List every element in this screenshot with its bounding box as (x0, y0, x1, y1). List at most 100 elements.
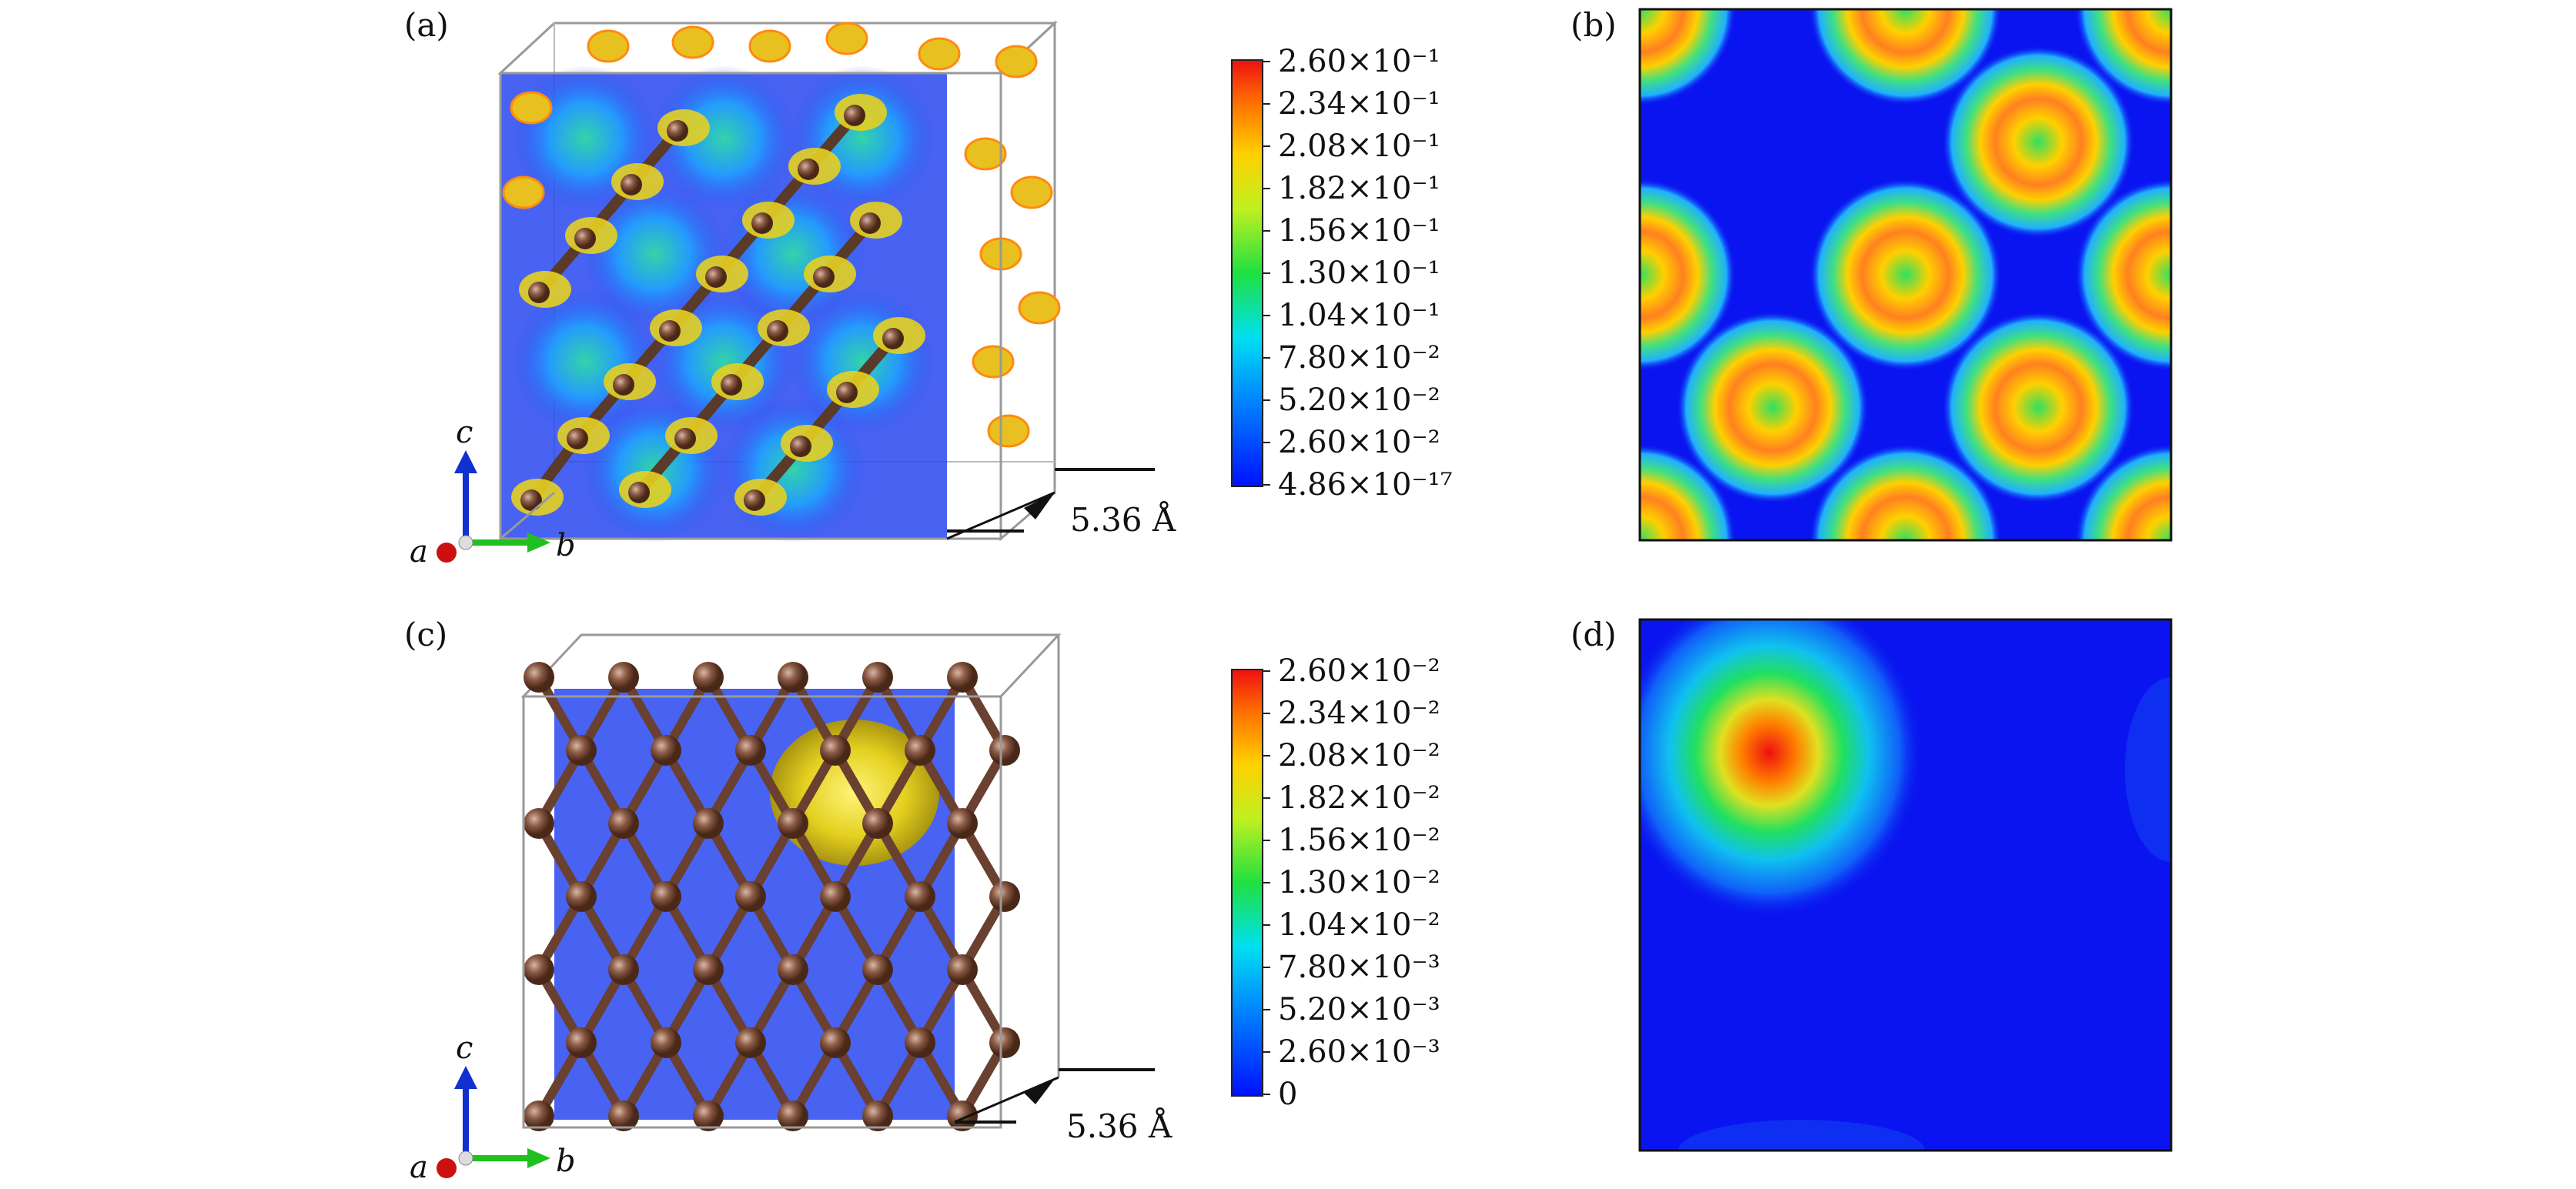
colorbar-bottom-tick-label: 2.08×10⁻² (1278, 738, 1440, 773)
isosurface-lobe (825, 22, 868, 55)
carbon-atom (608, 1100, 639, 1131)
carbon-atom (744, 489, 765, 511)
carbon-atom (836, 382, 858, 403)
panel-c-spin-density-3d: 5.36 Å c b a (410, 633, 1173, 1185)
carbon-atom (567, 428, 588, 449)
axis-b-label-c: b (556, 1144, 576, 1179)
axes-triad-c: c b a (410, 1030, 576, 1185)
carbon-atom (820, 1027, 851, 1058)
axis-b-label: b (556, 528, 576, 563)
carbon-atom (947, 954, 978, 985)
carbon-atom (778, 808, 808, 839)
density-maximum (1809, 179, 2002, 371)
carbon-atom (566, 1027, 597, 1058)
axis-c-label-c: c (456, 1030, 473, 1066)
colorbar-top-tick-label: 1.30×10⁻¹ (1278, 256, 1440, 291)
panel-label-a: (a) (404, 6, 449, 44)
colorbar-top: 2.60×10⁻¹ 2.34×10⁻¹ 2.08×10⁻¹ 1.82×10⁻¹ 1.56… (1231, 44, 1453, 503)
carbon-atom (862, 808, 893, 839)
density-maximum (2075, 179, 2171, 371)
colorbar-bottom-tick-label: 1.82×10⁻² (1278, 780, 1440, 816)
colorbar-top-tick-label: 1.04×10⁻¹ (1278, 298, 1440, 333)
slice-density-glow (581, 181, 728, 327)
density-maximum (2075, 9, 2171, 105)
carbon-atom (524, 954, 554, 985)
carbon-atom (628, 482, 650, 503)
carbon-atom (693, 1100, 724, 1131)
density-maximum (1640, 9, 1736, 105)
carbon-atom (613, 374, 634, 396)
colorbar-top-tick-label: 2.34×10⁻¹ (1278, 86, 1440, 122)
carbon-atom (862, 662, 893, 693)
axis-a-label-c: a (410, 1150, 428, 1185)
panel-d-map (1640, 620, 2171, 1151)
carbon-atom (735, 1027, 766, 1058)
colorbar-bottom-tick-label: 5.20×10⁻³ (1278, 992, 1440, 1027)
carbon-atom (608, 662, 639, 693)
isosurface-lobe (995, 45, 1038, 78)
colorbar-top-tick-label: 2.60×10⁻¹ (1278, 44, 1440, 79)
carbon-atom (667, 120, 688, 142)
colorbar-top-tick-label: 5.20×10⁻² (1278, 382, 1440, 418)
carbon-atom (790, 436, 811, 457)
isosurface-lobe (972, 345, 1015, 379)
isosurface-lobe (918, 37, 961, 71)
panel-label-c: (c) (404, 616, 448, 653)
density-maximum (1640, 179, 1736, 371)
carbon-atom (905, 735, 935, 766)
carbon-atom (905, 881, 935, 912)
density-maximum (1809, 9, 2002, 105)
axis-a-label: a (410, 534, 428, 569)
carbon-atom (705, 266, 727, 288)
density-maximum (1809, 444, 2002, 540)
scale-label-a: 5.36 Å (1070, 500, 1176, 539)
carbon-atom (659, 320, 681, 342)
colorbar-bottom-tick-label: 2.60×10⁻³ (1278, 1034, 1440, 1070)
colorbar-bottom-tick-label: 7.80×10⁻³ (1278, 950, 1440, 985)
isosurface-lobe (748, 29, 791, 63)
density-maximum (1676, 311, 1869, 504)
carbon-atom (721, 374, 742, 396)
carbon-atom (608, 808, 639, 839)
colorbar-top-tick-label: 1.56×10⁻¹ (1278, 213, 1440, 249)
density-maximum (1942, 45, 2135, 239)
axis-c-label: c (456, 415, 473, 450)
carbon-atom (778, 1100, 808, 1131)
colorbar-top-tick-label: 2.08×10⁻¹ (1278, 129, 1440, 164)
carbon-atom (524, 662, 554, 693)
carbon-atom (882, 328, 904, 349)
carbon-atom (905, 1027, 935, 1058)
carbon-atom (674, 428, 696, 449)
carbon-atom (621, 174, 642, 195)
carbon-atom (520, 489, 542, 511)
carbon-atom (693, 662, 724, 693)
carbon-atom (947, 808, 978, 839)
carbon-atom (524, 1100, 554, 1131)
carbon-atom (778, 662, 808, 693)
carbon-atom (574, 228, 596, 249)
carbon-atom (524, 808, 554, 839)
isosurface-lobe (964, 137, 1007, 171)
carbon-atom (813, 266, 835, 288)
carbon-atom (528, 282, 550, 303)
axes-triad-a: c b a (410, 415, 576, 569)
isosurface-lobe (671, 25, 714, 59)
carbon-atom (735, 881, 766, 912)
scale-label-c: 5.36 Å (1066, 1107, 1173, 1145)
carbon-atom (820, 735, 851, 766)
carbon-atom (989, 1027, 1020, 1058)
hotspot-d (1640, 620, 1923, 918)
colorbar-top-tick-label: 1.82×10⁻¹ (1278, 171, 1440, 206)
carbon-atom (947, 662, 978, 693)
carbon-atom (651, 1027, 681, 1058)
carbon-atom (798, 159, 819, 180)
isosurface-lobe (1010, 175, 1053, 209)
panel-label-d: (d) (1571, 616, 1617, 653)
colorbar-bottom-tick-label: 2.34×10⁻² (1278, 696, 1440, 731)
carbon-atom (862, 1100, 893, 1131)
isosurface-lobe (587, 29, 630, 63)
carbon-atom (693, 954, 724, 985)
carbon-atom (566, 881, 597, 912)
colorbar-bottom-tick-label: 1.56×10⁻² (1278, 823, 1440, 858)
